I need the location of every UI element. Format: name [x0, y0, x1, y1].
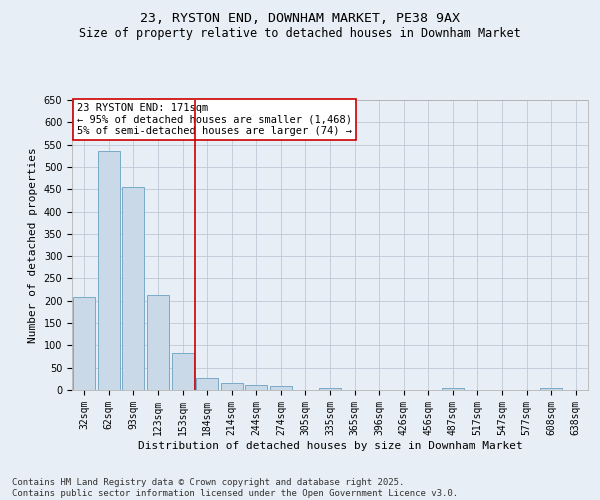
Bar — [196, 378, 218, 390]
Bar — [98, 152, 120, 390]
Text: Contains HM Land Registry data © Crown copyright and database right 2025.
Contai: Contains HM Land Registry data © Crown c… — [12, 478, 458, 498]
Bar — [221, 384, 243, 390]
Bar — [442, 388, 464, 390]
X-axis label: Distribution of detached houses by size in Downham Market: Distribution of detached houses by size … — [137, 440, 523, 450]
Bar — [73, 297, 95, 390]
Bar — [122, 187, 145, 390]
Bar — [245, 384, 268, 390]
Text: 23 RYSTON END: 171sqm
← 95% of detached houses are smaller (1,468)
5% of semi-de: 23 RYSTON END: 171sqm ← 95% of detached … — [77, 103, 352, 136]
Bar — [147, 296, 169, 390]
Bar — [172, 354, 194, 390]
Bar — [319, 388, 341, 390]
Y-axis label: Number of detached properties: Number of detached properties — [28, 147, 38, 343]
Text: 23, RYSTON END, DOWNHAM MARKET, PE38 9AX: 23, RYSTON END, DOWNHAM MARKET, PE38 9AX — [140, 12, 460, 26]
Bar — [540, 388, 562, 390]
Bar — [270, 386, 292, 390]
Text: Size of property relative to detached houses in Downham Market: Size of property relative to detached ho… — [79, 28, 521, 40]
